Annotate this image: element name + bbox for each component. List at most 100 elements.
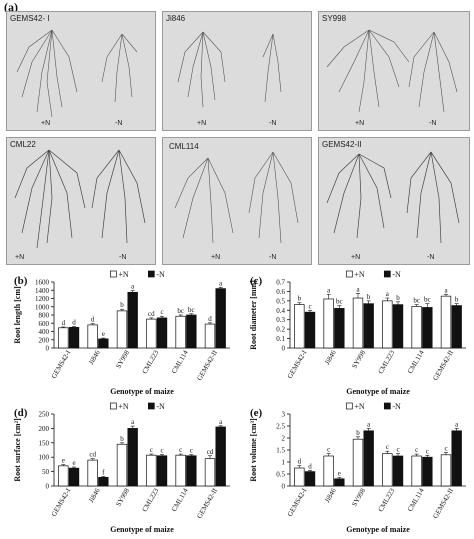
x-tick-label: Ji846 <box>323 487 338 505</box>
chart-root-volume: (e) 0 0.5 1 1.5 2 2.5 3 Root volume [cm³] +N -N dd G… <box>249 402 466 534</box>
x-tick-label: SY998 <box>350 349 367 370</box>
significance-letter: c <box>386 443 389 451</box>
legend-swatch-plus-n <box>109 270 117 278</box>
significance-letter: d <box>91 316 95 324</box>
x-tick-label: GEMS42-II <box>195 486 219 520</box>
panel-label: (e) <box>250 407 263 419</box>
y-tick-label: 1600 <box>35 279 50 287</box>
y-tick-label: 2.5 <box>276 423 285 431</box>
x-tick-label: CML223 <box>141 487 161 514</box>
y-tick-label: 50 <box>42 468 50 476</box>
bar-plus-n <box>175 315 186 349</box>
x-tick-label: GEMS42-I <box>286 486 309 518</box>
y-tick-label: 1200 <box>35 295 50 303</box>
x-tick-label: GEMS42-II <box>431 348 455 382</box>
bar-minus-n <box>451 305 462 349</box>
significance-letter: bc <box>177 307 184 315</box>
treatment-label: +N <box>41 120 51 127</box>
x-tick-label: GEMS42-I <box>286 348 309 380</box>
significance-letter: c <box>308 302 311 310</box>
bar-minus-n <box>334 478 345 487</box>
significance-letter: c <box>444 444 447 452</box>
significance-letter: d <box>72 319 76 327</box>
treatment-label: -N <box>429 120 437 127</box>
root-photo-cml114: CML114 +N -N <box>162 137 312 265</box>
bar-minus-n <box>127 428 138 487</box>
x-axis-title: Genotype of maize <box>346 387 410 396</box>
genotype-label: SY998 <box>322 14 347 23</box>
panel-label: (c) <box>250 275 263 287</box>
y-tick-label: 150 <box>39 439 50 447</box>
y-tick-label: 1.5 <box>276 447 285 455</box>
root-drawing <box>16 29 138 118</box>
y-tick-label: 0.2 <box>276 326 285 334</box>
x-axis-title: Genotype of maize <box>110 387 174 396</box>
bar-plus-n <box>175 454 186 487</box>
root-drawing <box>326 151 460 244</box>
bar-minus-n <box>304 311 316 349</box>
bar-plus-n <box>58 327 69 349</box>
legend-label: +N <box>118 270 129 279</box>
legend-swatch-minus-n <box>383 270 391 278</box>
legend-swatch-minus-n <box>383 402 391 410</box>
root-drawing <box>174 151 299 244</box>
significance-letter: a <box>356 285 360 293</box>
y-tick-label: 0 <box>282 345 286 353</box>
significance-letter: d <box>298 458 302 466</box>
x-tick-label: GEMS42-II <box>195 348 219 382</box>
bar-minus-n <box>422 456 433 487</box>
significance-letter: e <box>102 330 105 338</box>
root-photo-ji846: Ji846 +N -N <box>162 11 312 131</box>
significance-letter: bc <box>336 298 343 306</box>
y-axis-title: Root volume [cm³] <box>249 418 258 482</box>
bar-plus-n <box>382 300 393 349</box>
genotype-label: Ji846 <box>166 14 186 23</box>
significance-letter: c <box>150 446 153 454</box>
treatment-label: -N <box>119 254 127 261</box>
bar-plus-n <box>411 306 422 349</box>
legend-label: -N <box>156 402 165 411</box>
bar-plus-n <box>352 297 364 349</box>
significance-letter: c <box>160 308 163 316</box>
root-photo-cml22: CML22 +N -N <box>6 137 156 265</box>
y-tick-label: 0 <box>46 345 50 353</box>
treatment-label: -N <box>115 120 123 127</box>
significance-letter: cd <box>89 451 96 459</box>
root-drawing <box>326 29 458 113</box>
significance-letter: a <box>327 286 331 294</box>
y-tick-label: 1000 <box>35 303 50 311</box>
significance-letter: f <box>102 468 105 476</box>
bar-minus-n <box>186 455 197 487</box>
legend-swatch-plus-n <box>345 402 353 410</box>
genotype-label: CML114 <box>169 142 199 151</box>
bar-minus-n <box>334 308 345 349</box>
significance-letter: cd <box>207 448 214 456</box>
bar-plus-n <box>352 438 364 487</box>
y-tick-label: 250 <box>39 411 50 419</box>
bar-minus-n <box>98 477 109 487</box>
root-drawing <box>177 31 282 108</box>
legend-swatch-plus-n <box>109 402 117 410</box>
significance-letter: b <box>298 295 302 303</box>
treatment-label: -N <box>269 254 277 261</box>
bar-plus-n <box>146 454 157 487</box>
bar-minus-n <box>363 430 374 487</box>
y-tick-label: 0 <box>46 483 50 491</box>
x-axis-title: Genotype of maize <box>110 525 174 534</box>
significance-letter: d <box>208 315 212 323</box>
legend-label: -N <box>392 402 401 411</box>
bar-minus-n <box>156 317 168 349</box>
figure-label: (a) <box>4 0 18 14</box>
x-tick-label: CML223 <box>141 349 161 376</box>
legend-swatch-plus-n <box>345 270 353 278</box>
bar-minus-n <box>156 455 168 487</box>
x-tick-label: CML114 <box>170 487 190 513</box>
bar-minus-n <box>68 467 80 487</box>
significance-letter: a <box>131 283 135 291</box>
y-tick-label: 200 <box>39 425 50 433</box>
x-tick-label: CML114 <box>170 349 190 375</box>
bar-plus-n <box>87 324 98 349</box>
chart-root-surface: (d) 0 50 100 150 200 250 Root surface [cm²] +N -N… <box>13 402 230 534</box>
treatment-label: -N <box>427 254 435 261</box>
